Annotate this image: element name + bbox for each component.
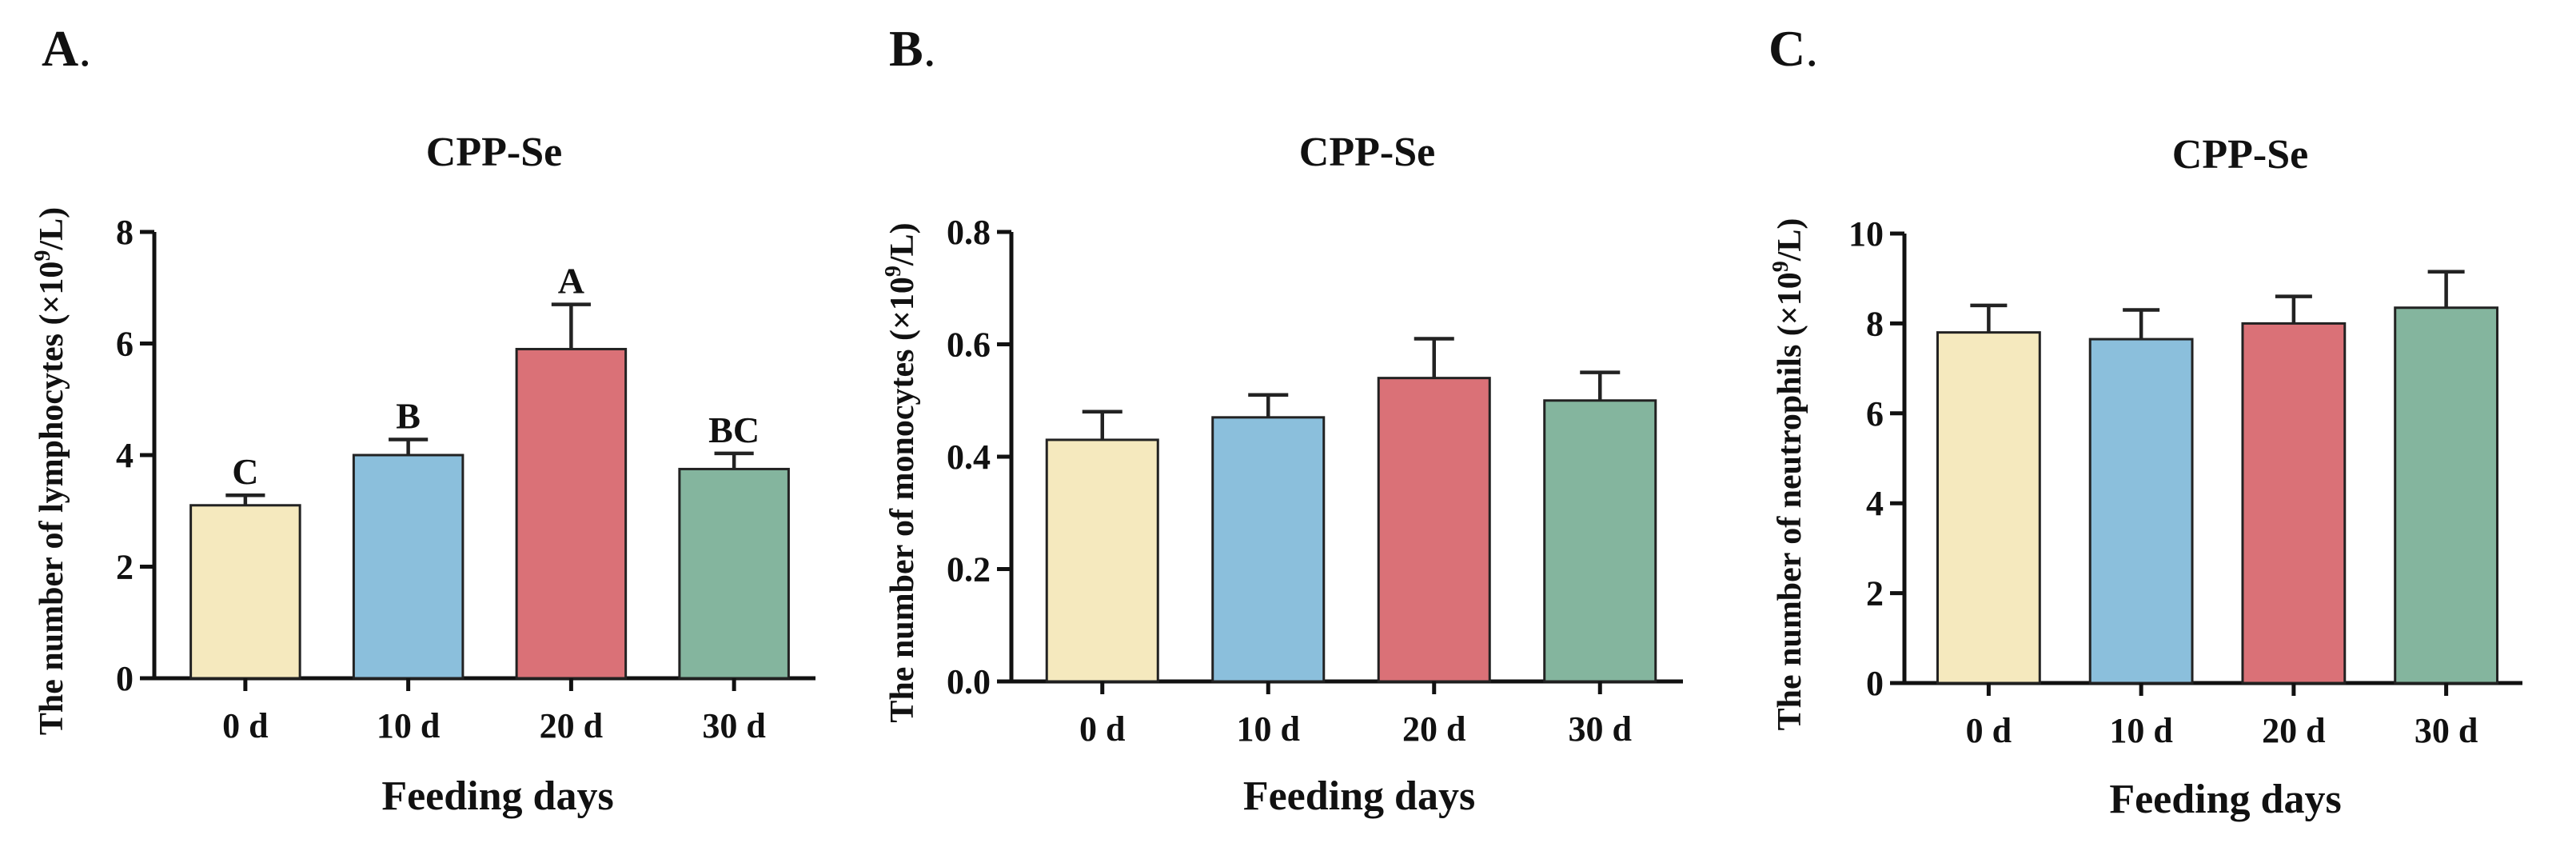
panel-letter-sep: . bbox=[1805, 20, 1818, 77]
panel-letter: C. bbox=[1769, 20, 1818, 77]
panel-letter-text: A bbox=[42, 20, 78, 77]
chart-title: CPP-Se bbox=[1299, 130, 1435, 175]
y-tick-label: 0.2 bbox=[947, 550, 991, 589]
bar bbox=[1211, 416, 1326, 683]
panel-a: A. CPP-Se The number of lymphocytes (×109/… bbox=[30, 20, 815, 819]
x-tick-label: 0 d bbox=[1079, 709, 1125, 749]
panel-letter: B. bbox=[889, 20, 936, 77]
bar bbox=[1045, 438, 1159, 683]
significance-label: B bbox=[396, 395, 421, 436]
bar bbox=[1377, 377, 1491, 683]
bar bbox=[2088, 338, 2194, 685]
y-axis-label-sup: 9 bbox=[881, 266, 906, 277]
bar bbox=[1543, 399, 1657, 683]
bar bbox=[1936, 331, 2041, 685]
x-axis-label: Feeding days bbox=[2109, 777, 2341, 822]
panel-letter-text: C bbox=[1769, 20, 1805, 77]
y-axis-label: The number of neutrophils (×109/L) bbox=[1769, 218, 1808, 731]
significance-label: BC bbox=[708, 410, 760, 450]
y-tick-label: 0.6 bbox=[947, 326, 991, 365]
bar bbox=[2241, 322, 2347, 685]
panel-letter-sep: . bbox=[78, 20, 91, 77]
bar bbox=[352, 453, 465, 680]
x-tick-label: 30 d bbox=[1569, 709, 1632, 749]
x-tick-label: 30 d bbox=[702, 706, 765, 745]
y-axis-label-sup: 9 bbox=[30, 250, 55, 262]
y-tick-label: 6 bbox=[116, 325, 134, 364]
x-tick-label: 0 d bbox=[222, 706, 268, 745]
bar bbox=[515, 347, 628, 680]
y-axis-label-sup: 9 bbox=[1769, 261, 1793, 272]
panel-c: C. CPP-Se The number of neutrophils (×109/… bbox=[1769, 20, 2522, 822]
x-tick-label: 30 d bbox=[2415, 711, 2478, 750]
x-tick-label: 10 d bbox=[377, 706, 440, 745]
y-tick-label: 10 bbox=[1848, 214, 1884, 254]
bar bbox=[189, 504, 301, 680]
panel-letter-text: B bbox=[889, 20, 923, 77]
x-tick-label: 10 d bbox=[2109, 711, 2172, 750]
chart-title: CPP-Se bbox=[426, 130, 562, 175]
y-axis-label-suffix: /L) bbox=[1772, 218, 1808, 262]
y-axis-label-prefix: The number of neutrophils (×10 bbox=[1772, 272, 1808, 730]
y-tick-label: 0 bbox=[116, 659, 134, 698]
y-tick-label: 4 bbox=[1866, 484, 1884, 523]
x-axis-label: Feeding days bbox=[381, 773, 613, 819]
y-axis-label-prefix: The number of lymphocytes (×10 bbox=[34, 262, 70, 736]
panel-letter-sep: . bbox=[923, 20, 936, 77]
panel-letter: A. bbox=[42, 20, 91, 77]
x-tick-label: 10 d bbox=[1237, 709, 1300, 749]
y-axis-label-prefix: The number of monocytes (×10 bbox=[884, 277, 921, 722]
y-axis-label-suffix: /L) bbox=[884, 222, 921, 266]
y-tick-label: 0.4 bbox=[947, 437, 991, 477]
y-tick-label: 6 bbox=[1866, 394, 1884, 433]
y-axis-label: The number of lymphocytes (×109/L) bbox=[30, 207, 70, 735]
y-tick-label: 2 bbox=[1866, 574, 1884, 613]
chart-title: CPP-Se bbox=[2172, 132, 2308, 178]
bar bbox=[678, 467, 790, 680]
x-tick-label: 20 d bbox=[2262, 711, 2325, 750]
y-tick-label: 0.0 bbox=[947, 662, 991, 701]
y-axis-label: The number of monocytes (×109/L) bbox=[881, 222, 921, 722]
y-tick-label: 0.8 bbox=[947, 213, 991, 252]
significance-label: C bbox=[232, 451, 258, 492]
y-axis-label-suffix: /L) bbox=[34, 207, 70, 251]
y-tick-label: 8 bbox=[116, 213, 134, 252]
y-tick-label: 0 bbox=[1866, 664, 1884, 703]
significance-label: A bbox=[558, 261, 584, 302]
x-tick-label: 20 d bbox=[540, 706, 603, 745]
bar bbox=[2394, 306, 2499, 685]
x-axis-label: Feeding days bbox=[1243, 773, 1475, 819]
x-tick-label: 20 d bbox=[1402, 709, 1465, 749]
y-tick-label: 8 bbox=[1866, 304, 1884, 343]
y-tick-label: 4 bbox=[116, 436, 134, 475]
x-tick-label: 0 d bbox=[1966, 711, 2012, 750]
panel-b: B. CPP-Se The number of monocytes (×109/L)… bbox=[881, 20, 1683, 819]
y-tick-label: 2 bbox=[116, 548, 134, 587]
